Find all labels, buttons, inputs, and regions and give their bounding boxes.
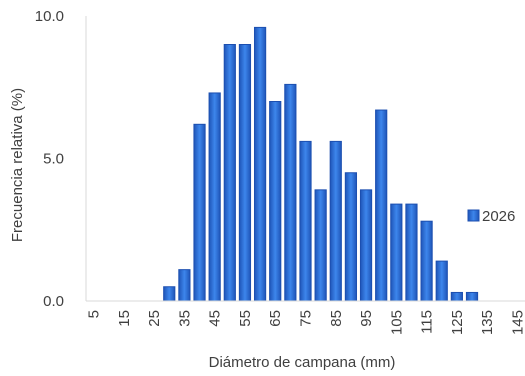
bar-55 [238,44,252,302]
bar-115 [420,220,433,302]
x-axis-title: Diámetro de campana (mm) [209,354,396,371]
bar-75 [299,140,312,302]
y-tick-label: 10.0 [35,8,64,25]
x-tick-label: 125 [449,310,466,335]
bar-95 [359,189,373,302]
legend-label-2026: 2026 [482,208,515,225]
bar-110 [405,203,418,302]
x-tick-label: 15 [116,310,133,327]
y-axis-title: Frecuencia relativa (%) [9,88,26,242]
bar-85 [329,140,342,302]
bar-90 [344,172,358,302]
x-tick-label: 25 [146,310,163,327]
bar-40 [193,123,206,302]
legend: 2026 [467,208,515,225]
y-tick-label: 0.0 [43,293,64,310]
bar-50 [223,44,236,302]
bar-80 [314,189,327,302]
x-tick-label: 95 [358,310,375,327]
x-tick-label: 85 [328,310,345,327]
bar-105 [390,203,403,302]
bar-70 [284,83,297,302]
bar-125 [450,291,463,302]
x-tick-label: 45 [207,310,224,327]
x-tick-label: 115 [419,310,436,334]
bar-35 [178,269,191,302]
legend-swatch [467,209,480,222]
x-tick-labels: 5 15 25 35 45 55 65 75 85 95 105 115 125 135 145 [86,310,525,335]
x-tick-label: 5 [86,310,103,318]
x-tick-label: 65 [267,310,284,327]
bar-30 [163,286,176,302]
x-tick-label: 135 [479,310,496,335]
bar-100 [375,109,388,302]
x-tick-label: 75 [298,310,315,327]
y-tick-labels: 0.0 5.0 10.0 [35,8,64,310]
bar-45 [208,92,221,302]
x-tick-label: 145 [509,310,525,335]
bar-60 [253,26,267,302]
x-tick-label: 105 [388,310,405,335]
x-tick-label: 35 [176,310,193,327]
x-tick-label: 55 [237,310,254,327]
y-tick-label: 5.0 [43,151,64,168]
bar-120 [435,260,448,302]
bar-65 [269,101,282,302]
bars-layer [163,26,479,302]
bar-130 [465,291,479,302]
